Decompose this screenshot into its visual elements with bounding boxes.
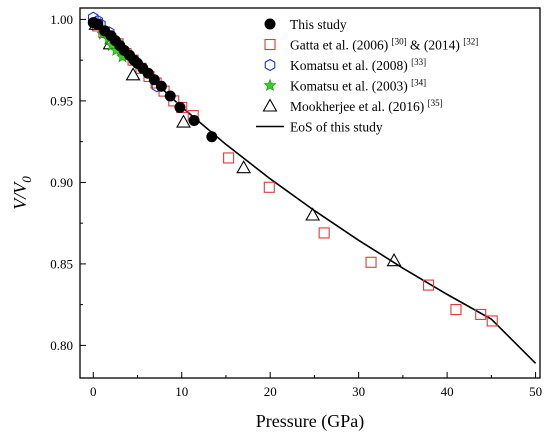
legend: This study Gatta et al. (2006) [30] & (20… [256, 17, 478, 135]
legend-name: EoS of this study [290, 120, 383, 135]
data-points [87, 11, 498, 327]
axis-tick-labels: 0 10 20 30 40 50 0.80 0.85 0.90 0.95 1.00 [50, 12, 542, 399]
legend-ref: [34] [411, 78, 426, 88]
legend-name: This study [290, 17, 347, 32]
mookherjee-et-al-2016-point [176, 114, 191, 128]
this-study-point [188, 114, 200, 126]
gatta-et-al-2006-point [486, 315, 498, 327]
legend-label-komatsu-et-al-2008: Komatsu et al. (2008) [33] [290, 57, 426, 73]
y-tick-label: 0.95 [50, 93, 73, 108]
this-study-point [155, 80, 167, 92]
legend-marker-mookherjee-et-al-2016 [262, 98, 278, 112]
mookherjee-et-al-2016-point [125, 67, 141, 81]
legend-label-mookherjee-et-al-2016: Mookherjee et al. (2016) [35] [290, 98, 443, 114]
y-tick-label: 0.80 [50, 338, 73, 353]
this-study-point [206, 131, 218, 143]
plot-frame [79, 7, 541, 379]
legend-marker-this-study [264, 18, 276, 30]
gatta-et-al-2006-point [365, 256, 377, 268]
legend-label-this-study: This study [290, 17, 347, 32]
legend-ref: [32] [463, 37, 478, 47]
legend-name: Komatsu et al. (2003) [290, 79, 408, 94]
this-study-point [148, 74, 160, 86]
legend-marker-gatta-et-al-2006 [264, 38, 276, 51]
x-tick-label: 50 [529, 384, 542, 399]
mookherjee-et-al-2016-point [305, 207, 321, 221]
legend-label-eos-of-this-study: EoS of this study [290, 120, 383, 135]
mookherjee-et-al-2016-point [386, 253, 402, 267]
y-tick-label: 0.90 [50, 175, 73, 190]
this-study-point [174, 101, 186, 113]
gatta-et-al-2006-point [263, 181, 275, 193]
x-axis-title: Pressure (GPa) [256, 411, 364, 432]
legend-name: Komatsu et al. (2008) [290, 58, 408, 73]
gatta-et-al-2006-point [475, 308, 487, 320]
gatta-et-al-2006-point [450, 303, 462, 316]
y-tick-label: 1.00 [50, 12, 73, 27]
legend-marker-komatsu-et-al-2008 [264, 58, 276, 72]
gatta-et-al-2006-point [422, 279, 435, 291]
x-tick-label: 0 [90, 384, 97, 399]
x-tick-label: 20 [264, 384, 277, 399]
x-tick-label: 30 [352, 384, 365, 399]
legend-ref: [33] [411, 57, 426, 67]
legend-label-gatta-et-al-2006: Gatta et al. (2006) [30] & (2014) [32] [290, 37, 478, 53]
y-axis-title-main: V/V [10, 181, 30, 210]
y-axis-title: V/V0 [10, 176, 34, 210]
legend-label-komatsu-et-al-2003: Komatsu et al. (2003) [34] [290, 78, 426, 94]
x-tick-label: 40 [441, 384, 454, 399]
legend-name: Mookherjee et al. (2016) [290, 99, 424, 114]
gatta-et-al-2006-point [318, 227, 330, 239]
gatta-et-al-2006-point [223, 152, 235, 164]
y-axis-title-sub: 0 [19, 176, 34, 183]
this-study-point [164, 90, 176, 102]
axis-ticks [80, 18, 537, 378]
legend-mid: & (2014) [407, 38, 460, 53]
y-tick-label: 0.85 [50, 256, 73, 271]
legend-ref: [30] [392, 37, 407, 47]
x-tick-label: 10 [175, 384, 188, 399]
legend-marker-komatsu-et-al-2003 [263, 78, 277, 92]
legend-ref: [35] [428, 98, 443, 108]
legend-name: Gatta et al. (2006) [290, 38, 388, 53]
this-study-point [92, 18, 104, 30]
mookherjee-et-al-2016-point [236, 160, 252, 174]
